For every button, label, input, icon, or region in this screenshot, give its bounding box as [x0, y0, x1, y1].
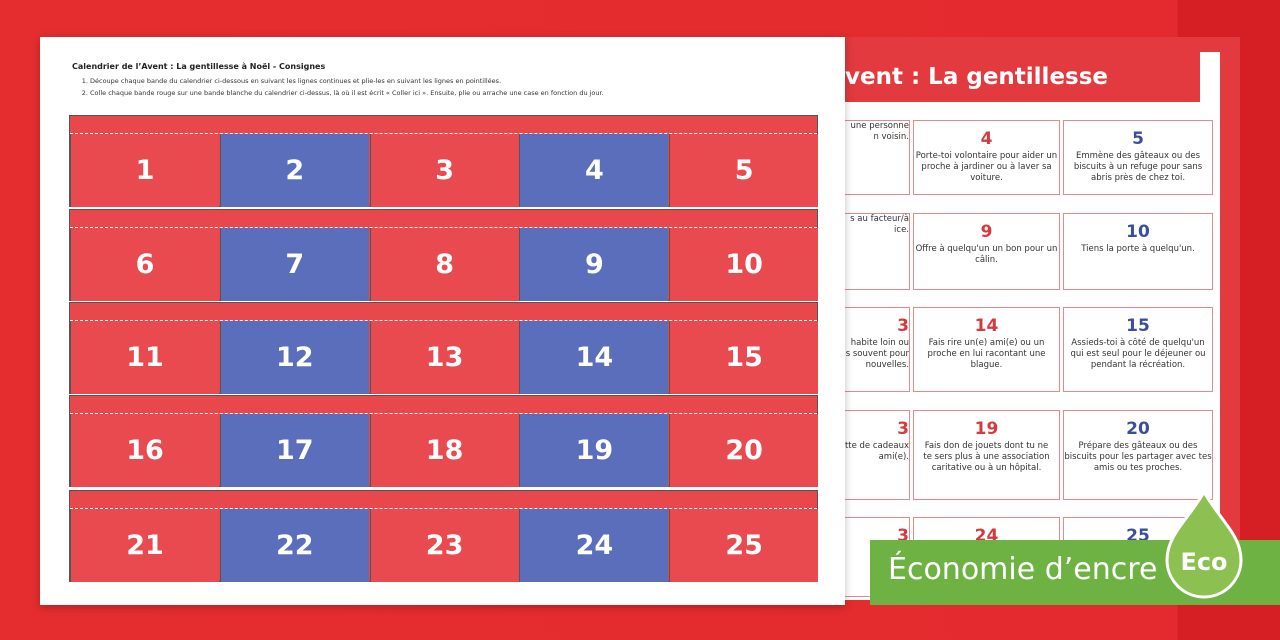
day-number: 15 [1126, 316, 1150, 336]
day-tile: 18 [369, 414, 519, 487]
day-tile: 6 [70, 228, 219, 301]
fold-line [70, 508, 817, 509]
day-tile: 9 [519, 228, 669, 301]
day-tile: 17 [219, 414, 369, 487]
fold-line [70, 133, 817, 134]
day-tile: 24 [519, 509, 669, 582]
day-number: 5 [1132, 129, 1144, 149]
fold-line [70, 413, 817, 414]
day-text: Offre à quelqu'un un bon pour un câlin. [915, 244, 1058, 265]
day-text: Fais rire un(e) ami(e) ou un proche en l… [927, 338, 1046, 370]
day-tile: 5 [669, 134, 819, 207]
day-text: Fais don de jouets dont tu ne te sers pl… [923, 441, 1050, 473]
day-cell: 4 Porte-toi volontaire pour aider un proc… [913, 120, 1060, 195]
day-number: 14 [974, 316, 999, 336]
day-text: Emmène des gâteaux ou des biscuits à un … [1073, 151, 1203, 183]
day-tile: 4 [519, 134, 669, 207]
sheet-title: Calendrier de l’Avent : La gentillesse à… [72, 62, 326, 71]
day-number: 3 [897, 316, 909, 336]
day-tile: 3 [369, 134, 519, 207]
day-tile: 2 [219, 134, 369, 207]
tile-strip: 6 7 8 9 10 [69, 209, 819, 301]
day-cell: 14 Fais rire un(e) ami(e) ou un proche en… [913, 307, 1060, 392]
day-number: 4 [980, 129, 993, 149]
day-cell: 19 Fais don de jouets dont tu ne te sers … [913, 410, 1060, 500]
tile-strip: 11 12 13 14 15 [69, 302, 819, 394]
day-tile: 15 [669, 321, 819, 394]
day-number: 10 [1126, 222, 1150, 242]
day-text: Assieds-toi à côté de quelqu'un qui est … [1070, 338, 1206, 370]
day-cell: 15 Assieds-toi à côté de quelqu'un qui es… [1063, 307, 1213, 392]
eco-badge: Économie d’encre Eco [870, 490, 1280, 605]
day-number: 20 [1126, 419, 1150, 439]
day-text: Prépare des gâteaux ou des biscuits pour… [1064, 441, 1212, 473]
day-tile: 25 [669, 509, 819, 582]
day-tile: 7 [219, 228, 369, 301]
day-tile: 22 [219, 509, 369, 582]
tile-strip: 21 22 23 24 25 [69, 490, 819, 582]
day-number: 3 [897, 419, 909, 439]
day-tile: 1 [70, 134, 219, 207]
badge-text: Économie d’encre [888, 552, 1158, 587]
instructions: Découpe chaque bande du calendrier ci-de… [80, 75, 604, 99]
day-cell: 5 Emmène des gâteaux ou des biscuits à un… [1063, 120, 1213, 195]
fold-line [70, 320, 817, 321]
tile-strip: 16 17 18 19 20 [69, 395, 819, 487]
fold-line [70, 227, 817, 228]
sheet-title: vent : La gentillesse [820, 52, 1200, 102]
day-tile: 8 [369, 228, 519, 301]
day-number: 9 [980, 222, 993, 242]
day-tile: 20 [669, 414, 819, 487]
day-tile: 16 [70, 414, 219, 487]
day-text: tte de cadeaux ami(e). [844, 441, 909, 462]
day-text: habite loin ou s souvent pour nouvelles. [845, 338, 909, 370]
day-text: Tiens la porte à quelqu'un. [1081, 244, 1195, 254]
instructions-sheet: Calendrier de l’Avent : La gentillesse à… [40, 37, 845, 605]
leaf-shape [1165, 490, 1243, 599]
day-number: 19 [974, 419, 999, 439]
day-tile: 11 [70, 321, 219, 394]
day-cell: 20 Prépare des gâteaux ou des biscuits po… [1063, 410, 1213, 500]
day-cell: 9 Offre à quelqu'un un bon pour un câlin. [913, 213, 1060, 290]
sheet-body: vent : La gentillesse une personne n voi… [820, 52, 1220, 600]
day-tile: 10 [669, 228, 819, 301]
day-tile: 12 [219, 321, 369, 394]
day-text: une personne n voisin. [850, 121, 909, 142]
day-tile: 21 [70, 509, 219, 582]
day-text: Porte-toi volontaire pour aider un proch… [915, 151, 1058, 183]
day-number: 3 [897, 526, 909, 546]
instruction: Colle chaque bande rouge sur une bande b… [90, 87, 604, 99]
eco-leaf: Eco [1165, 490, 1243, 599]
day-tile: 23 [369, 509, 519, 582]
day-cell: 10 Tiens la porte à quelqu'un. [1063, 213, 1213, 290]
day-text: s au facteur/à ice. [850, 214, 909, 235]
day-tile: 19 [519, 414, 669, 487]
day-tile: 14 [519, 321, 669, 394]
day-tile: 13 [369, 321, 519, 394]
instruction: Découpe chaque bande du calendrier ci-de… [90, 75, 604, 87]
badge-icon-text: Eco [1180, 548, 1227, 576]
